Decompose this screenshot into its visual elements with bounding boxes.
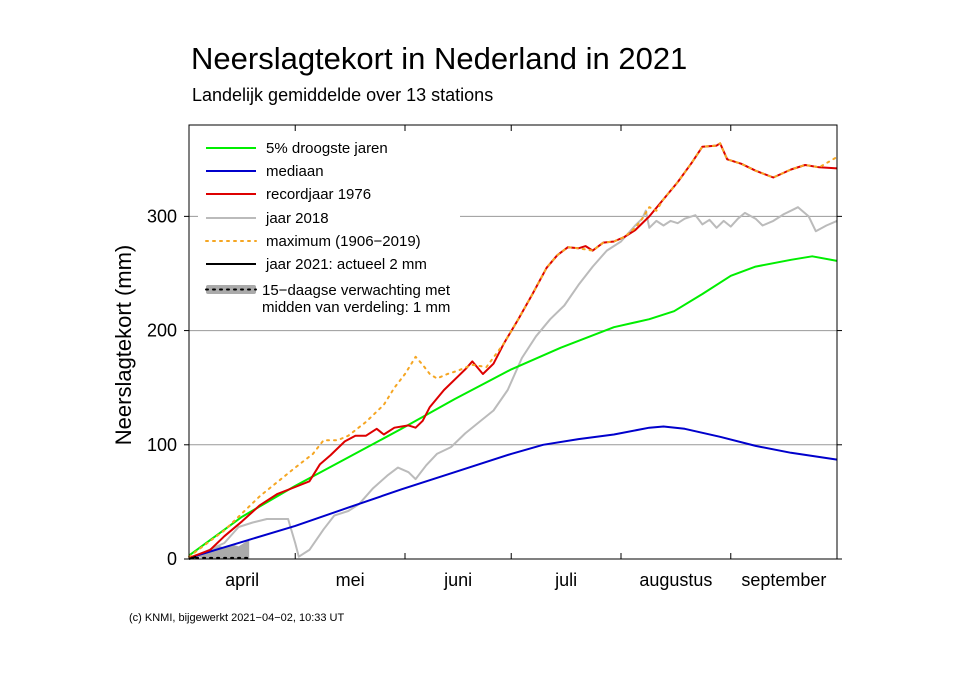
legend-label-1: mediaan [266,163,324,180]
legend-label-3: jaar 2018 [265,210,329,227]
x-tick-label: augustus [639,570,712,590]
axes: 0 100 200 300 april mei juni juli augustus septem… [147,125,842,590]
x-tick-label: juli [554,570,577,590]
legend: 5% droogste jaren mediaan recordjaar 1976 j… [198,133,460,317]
series-layer [188,142,838,560]
x-tick-label: april [225,570,259,590]
legend-label-2: recordjaar 1976 [266,186,371,203]
legend-label-forecast: 15−daagse verwachting met [262,282,451,299]
x-tick-label: september [741,570,826,590]
legend-label-5: jaar 2021: actueel 2 mm [265,256,427,273]
legend-swatch-forecast-band [206,285,256,294]
chart-title: Neerslagtekort in Nederland in 2021 [191,41,687,76]
series-line-0 [188,255,838,557]
chart-subtitle: Landelijk gemiddelde over 13 stations [192,85,493,105]
y-axis-label: Neerslagtekort (mm) [111,245,136,445]
credit-note: (c) KNMI, bijgewerkt 2021−04−02, 10:33 U… [129,612,345,624]
y-tick-label: 200 [147,321,177,341]
series-line-4 [188,142,838,558]
x-tick-label: juni [443,570,472,590]
y-tick-label: 0 [167,549,177,569]
y-tick-label: 300 [147,206,177,226]
series-line-1 [188,425,838,559]
legend-label-forecast-line2: midden van verdeling: 1 mm [262,299,450,316]
legend-label-0: 5% droogste jaren [266,140,388,157]
y-tick-label: 100 [147,435,177,455]
x-tick-label: mei [336,570,365,590]
series-line-3 [188,206,838,560]
legend-label-4: maximum (1906−2019) [266,233,421,250]
plot-frame [188,124,838,560]
